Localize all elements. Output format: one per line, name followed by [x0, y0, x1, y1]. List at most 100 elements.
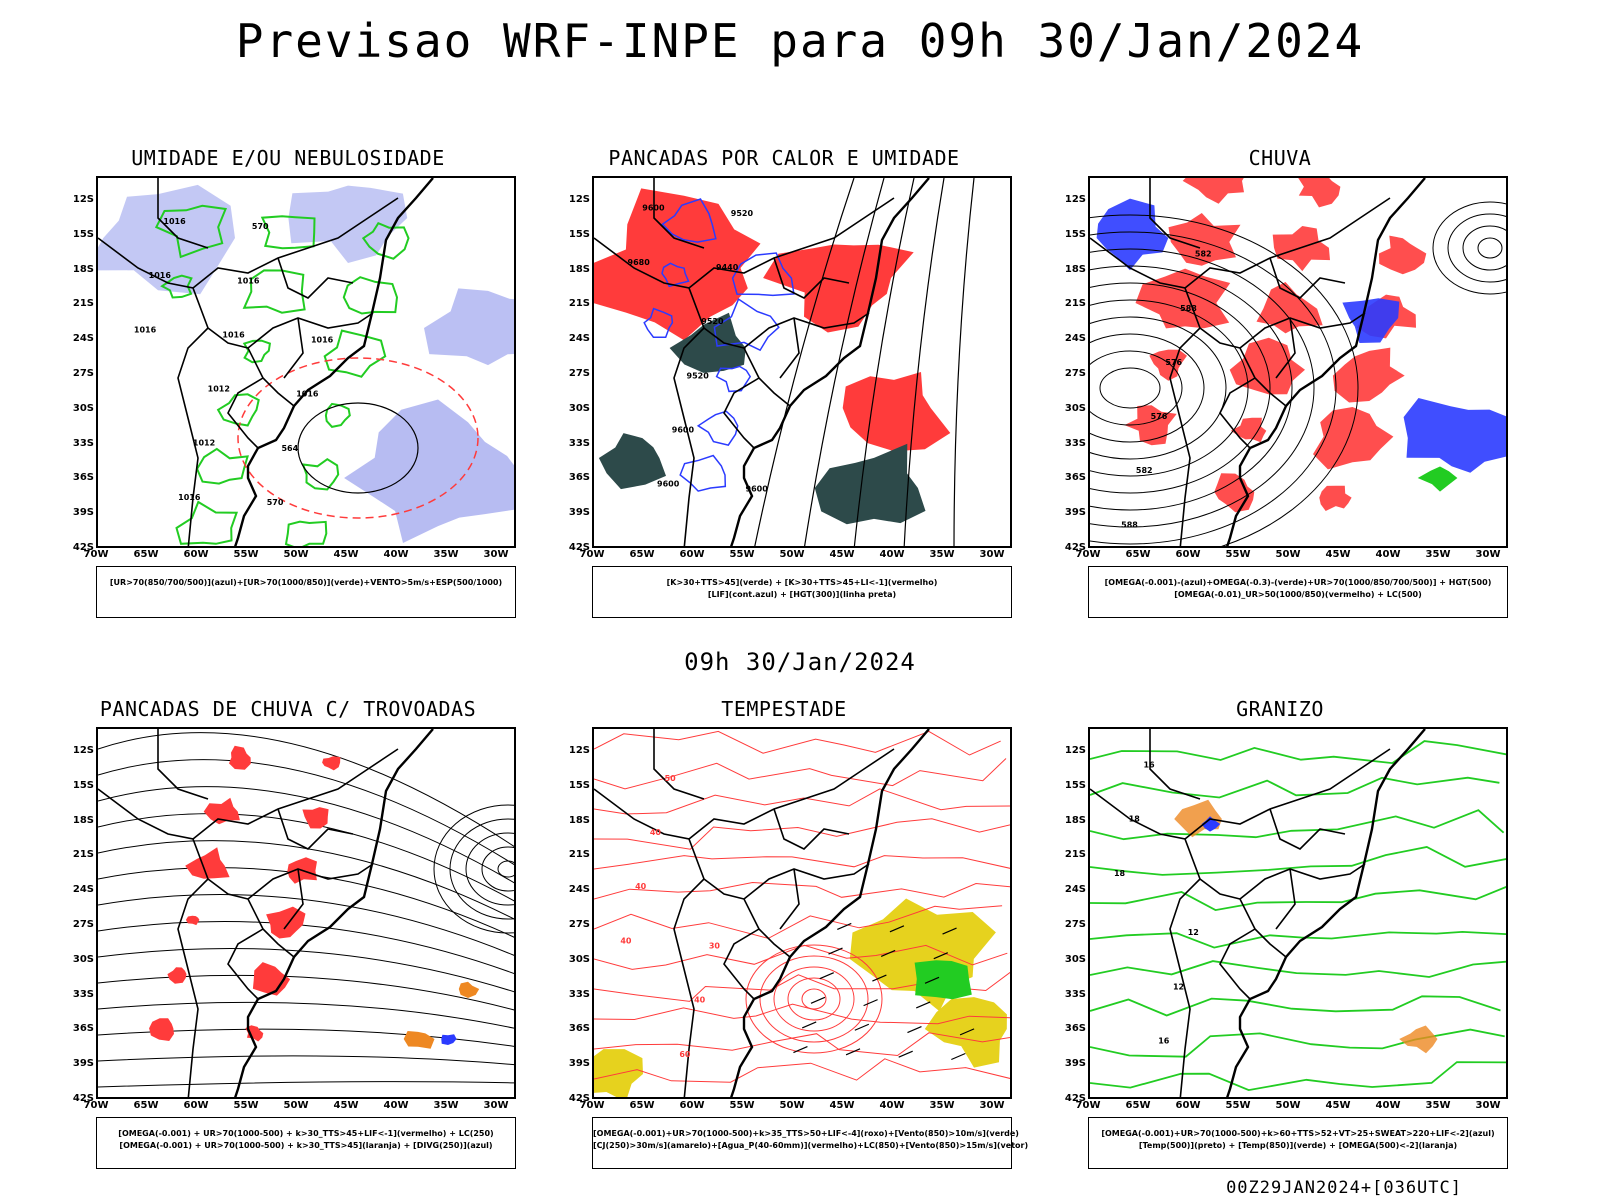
lat-tick-label: 24S	[568, 884, 590, 896]
panel-tempestade: TEMPESTADE 40 40 40 50 60 40 30 12S 15S 18S 21S 24S 2…	[534, 697, 1034, 1177]
wind-vector	[898, 1050, 913, 1058]
country-border	[743, 863, 870, 900]
humidity-contour-green	[323, 329, 387, 378]
lat-tick-label: 27S	[72, 368, 94, 379]
legend-line: [OMEGA(-0.001)+UR>70(1000-500)+k>35_TTS>…	[593, 1129, 1019, 1138]
lat-tick-label: 39S	[568, 1058, 590, 1070]
country-border	[743, 312, 870, 349]
country-border	[1149, 178, 1201, 249]
wind-vector	[924, 976, 940, 984]
contour-label: 40	[694, 996, 706, 1005]
contour-label: 1016	[296, 390, 319, 399]
map-svg: 588 582 576 576 588 582	[1090, 178, 1506, 546]
wind-vector	[828, 947, 843, 955]
water-vapor-contour	[594, 818, 1010, 850]
streamline	[1477, 237, 1503, 259]
wind-vector	[837, 922, 852, 931]
lat-tick-label: 42S	[72, 542, 94, 553]
panel-title: UMIDADE E/OU NEBULOSIDADE	[131, 146, 445, 170]
lon-tick-label: 30W	[483, 1100, 509, 1111]
streamline	[1090, 265, 1293, 511]
lon-tick-label: 60W	[679, 549, 705, 560]
contour-label: 60	[679, 1050, 691, 1059]
lon-tick-label: 50W	[779, 549, 805, 560]
contour-label: 1016	[163, 217, 186, 226]
wind-vector	[933, 952, 949, 960]
legend-box: [OMEGA(-0.001) + UR>70(1000-500) + k>30_…	[96, 1117, 516, 1169]
rain-area-red	[1313, 407, 1394, 470]
lat-tick-label: 30S	[1064, 402, 1086, 414]
mid-title: 09h 30/Jan/2024	[684, 648, 916, 676]
lat-tick-label: 21S	[72, 298, 94, 310]
rain-area-red	[1135, 268, 1231, 329]
streamline	[1090, 350, 1183, 426]
streamline	[98, 974, 514, 1011]
country-border	[1269, 808, 1346, 850]
lat-tick-label: 21S	[1064, 298, 1086, 310]
jet-stream-area	[849, 898, 996, 1012]
lon-tick-label: 35W	[1425, 1100, 1451, 1111]
map-plot: 9680 9600 9600 9600 9520 9520 9440 9520 9600	[592, 176, 1012, 548]
lon-tick-label: 65W	[629, 549, 655, 560]
lat-tick-label: 18S	[568, 263, 590, 275]
country-border	[779, 868, 800, 930]
legend-line: [UR>70(850/700/500)](azul)+[UR>70(1000/8…	[109, 578, 503, 587]
legend-line: [OMEGA(-0.001)-(azul)+OMEGA(-0.3)-(verde…	[1104, 578, 1492, 587]
convection-area-red	[842, 372, 951, 452]
map-plot: 588 582 576 576 588 582	[1088, 176, 1508, 548]
humidity-contour-green	[242, 339, 272, 364]
lat-tick-label: 12S	[1064, 745, 1086, 756]
legend-box: [OMEGA(-0.001)+UR>70(1000-500)+k>60+TTS>…	[1088, 1117, 1508, 1169]
lat-tick-label: 39S	[72, 507, 94, 519]
contour-label: 9600	[746, 485, 769, 494]
lat-tick-label: 33S	[1064, 437, 1086, 449]
country-border	[1275, 317, 1296, 379]
lon-tick-label: 45W	[333, 549, 359, 560]
streamline	[98, 921, 514, 975]
country-border	[1149, 729, 1201, 800]
country-border	[157, 729, 209, 800]
lon-tick-label: 35W	[1425, 549, 1451, 560]
country-border	[277, 808, 354, 850]
legend-box: [OMEGA(-0.001)-(azul)+OMEGA(-0.3)-(verde…	[1088, 566, 1508, 618]
lat-tick-label: 18S	[1064, 263, 1086, 275]
coastline	[730, 729, 930, 1097]
water-vapor-contour	[759, 955, 869, 1043]
thunderstorm-area-red	[252, 962, 291, 996]
streamline	[98, 948, 514, 993]
streamline	[98, 1001, 514, 1029]
rain-area-red	[1332, 347, 1405, 403]
map-plot: 40 40 40 50 60 40 30	[592, 727, 1012, 1099]
lifted-index-contour	[661, 262, 690, 288]
wind-vector	[872, 974, 887, 982]
lat-tick-label: 30S	[1064, 953, 1086, 965]
country-border	[1239, 312, 1366, 349]
streamline	[1090, 214, 1359, 546]
contour-label: 40	[620, 936, 632, 945]
humidity-contour-green	[301, 457, 340, 491]
rain-area-red	[1319, 485, 1352, 511]
country-border	[673, 327, 705, 546]
lon-tick-label: 65W	[133, 549, 159, 560]
streamline	[497, 860, 514, 878]
lon-tick-label: 30W	[483, 549, 509, 560]
wind-vector	[907, 1026, 922, 1034]
lat-tick-label: 27S	[1064, 368, 1086, 379]
humidity-contour-green	[342, 276, 399, 315]
lat-tick-label: 15S	[1064, 779, 1086, 791]
contour-label: 16	[1143, 761, 1155, 770]
contour-label: 1016	[222, 330, 245, 339]
contour-label: 1016	[149, 271, 172, 280]
contour-label: 9600	[657, 480, 680, 489]
lon-tick-label: 30W	[1475, 549, 1501, 560]
panel-granizo: GRANIZO 18 18 16 16 12 12 12S 15S 18S 21S 24S 27S 30S…	[1030, 697, 1530, 1177]
country-border	[277, 257, 354, 299]
contour-label: 1016	[237, 276, 260, 285]
humidity-contour-green	[154, 204, 228, 259]
country-border	[192, 748, 399, 840]
temperature-850-contour	[1090, 930, 1506, 949]
legend-line: [OMEGA(-0.001) + UR>70(1000-500) + k>30_…	[119, 1141, 493, 1150]
country-border	[157, 178, 209, 249]
country-border	[98, 788, 295, 958]
streamline	[433, 804, 514, 934]
